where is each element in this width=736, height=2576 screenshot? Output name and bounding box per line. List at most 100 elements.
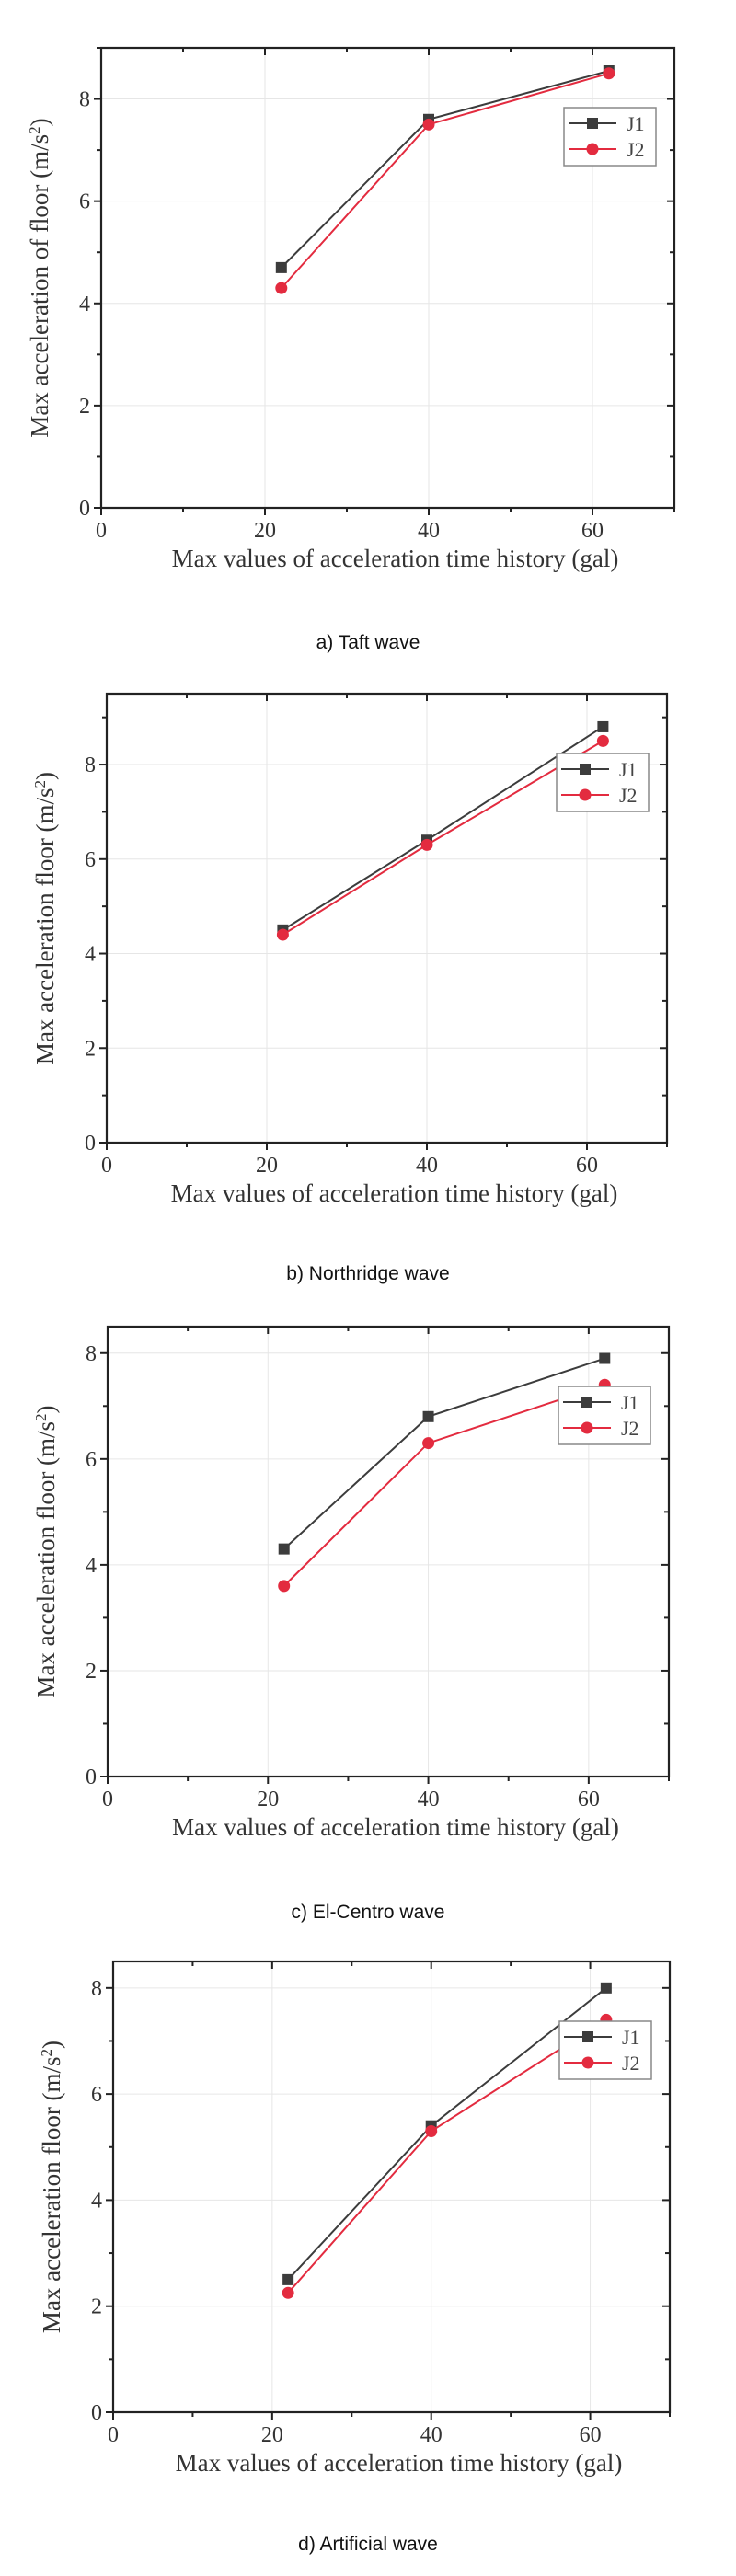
chart-panel-d: 0 20 40 60 0 2 4 6 8 Max values of acceleration t…: [38, 1960, 672, 2555]
x-tick-label: 60: [576, 1154, 598, 1178]
legend-label-j2: J2: [622, 2052, 640, 2075]
y-tick-label: 0: [91, 2401, 102, 2425]
x-tick-label: 0: [108, 2423, 119, 2447]
legend-marker-j2: [586, 143, 599, 155]
y-tick-label: 2: [79, 395, 90, 419]
legend-label-j1: J1: [619, 758, 638, 781]
legend-box: [563, 107, 657, 167]
data-point-j1: [597, 720, 609, 732]
y-axis-label: Max acceleration floor (m/s2): [32, 1405, 61, 1697]
legend-label-j2: J2: [621, 1417, 639, 1440]
series-line-j2: [287, 2018, 607, 2294]
legend-label-j2: J2: [627, 138, 645, 161]
y-axis-label: Max acceleration floor (m/s2): [38, 2041, 66, 2333]
series-line-j1: [281, 70, 610, 269]
data-point-j1: [600, 1982, 612, 1994]
x-tick-label: 20: [254, 519, 276, 543]
y-tick-label: 8: [91, 1977, 102, 2001]
plot-frame: [99, 46, 676, 510]
y-tick-label: 8: [79, 88, 90, 112]
legend-marker-j2: [581, 1421, 593, 1434]
x-axis-label: Max values of acceleration time history …: [172, 1813, 619, 1841]
y-tick-label: 0: [86, 1765, 97, 1789]
y-axis-label: Max acceleration of floor (m/s2): [26, 118, 54, 437]
y-tick-label: 4: [79, 293, 90, 316]
x-tick-label: 0: [96, 519, 107, 543]
legend-box: [558, 1386, 651, 1445]
y-tick-label: 4: [91, 2189, 102, 2213]
x-tick-label: 20: [261, 2423, 283, 2447]
series-line-j1: [282, 726, 604, 931]
figure-caption: c) El-Centro wave: [292, 1902, 445, 1923]
series-line-j2: [281, 72, 610, 289]
x-axis-label: Max values of acceleration time history …: [176, 2449, 623, 2477]
x-tick-label: 40: [418, 519, 440, 543]
legend-label-j1: J1: [621, 1391, 639, 1414]
legend-label-j1: J1: [627, 112, 645, 135]
figure-caption: b) Northridge wave: [286, 1263, 449, 1284]
x-tick-label: 20: [257, 1788, 279, 1811]
legend-label-j2: J2: [619, 784, 638, 807]
y-tick-label: 2: [86, 1660, 97, 1684]
y-tick-label: 4: [85, 943, 96, 967]
plot-frame: [111, 1960, 672, 2414]
y-tick-label: 4: [86, 1554, 97, 1578]
y-tick-label: 8: [86, 1342, 97, 1366]
y-tick-label: 6: [79, 190, 90, 214]
y-tick-label: 6: [86, 1448, 97, 1472]
chart-panel-a: 0 20 40 60 0 2 4 6 8 Max values of acceleration t…: [26, 46, 676, 653]
y-tick-label: 2: [85, 1037, 96, 1061]
legend-marker-j1: [581, 1397, 592, 1408]
x-tick-label: 40: [416, 1154, 438, 1178]
data-point-j2: [278, 1580, 291, 1593]
data-point-j2: [425, 2124, 438, 2137]
chart-panel-b: 0 20 40 60 0 2 4 6 8 Max values of acceleration t…: [31, 692, 669, 1284]
x-tick-label: 0: [101, 1154, 112, 1178]
data-point-j1: [278, 1543, 290, 1555]
data-point-j2: [422, 1437, 435, 1450]
x-tick-label: 40: [420, 2423, 443, 2447]
data-point-j1: [282, 2273, 294, 2285]
legend-box: [558, 2020, 652, 2080]
x-tick-label: 20: [256, 1154, 278, 1178]
x-tick-label: 40: [418, 1788, 440, 1811]
y-tick-label: 2: [91, 2295, 102, 2319]
legend-marker-j1: [587, 118, 598, 129]
figure-caption: d) Artificial wave: [298, 2534, 438, 2555]
x-tick-label: 0: [102, 1788, 113, 1811]
legend-marker-j1: [582, 2031, 593, 2042]
data-point-j1: [275, 261, 287, 273]
data-point-j2: [282, 2286, 294, 2299]
x-tick-label: 60: [578, 1788, 600, 1811]
y-tick-label: 6: [91, 2083, 102, 2107]
data-point-j1: [422, 1410, 434, 1422]
plot-frame: [105, 692, 669, 1144]
y-axis-label: Max acceleration floor (m/s2): [31, 772, 60, 1064]
legend-label-j1: J1: [622, 2026, 640, 2049]
series-line-j1: [287, 1987, 607, 2281]
data-point-j2: [603, 67, 615, 80]
figure-caption: a) Taft wave: [316, 632, 420, 653]
y-tick-label: 6: [85, 848, 96, 872]
series-line-j1: [283, 1357, 605, 1550]
data-point-j2: [275, 282, 288, 294]
data-point-j2: [596, 734, 609, 747]
y-tick-label: 0: [85, 1132, 96, 1156]
plot-frame: [106, 1325, 671, 1778]
x-axis-label: Max values of acceleration time history …: [171, 1179, 618, 1207]
y-tick-label: 0: [79, 497, 90, 521]
series-line-j2: [283, 1384, 605, 1587]
data-point-j2: [420, 838, 433, 851]
legend-box: [556, 753, 650, 812]
chart-panel-c: 0 20 40 60 0 2 4 6 8 Max values of acceleration t…: [32, 1325, 671, 1923]
legend-marker-j1: [580, 764, 591, 775]
x-tick-label: 60: [581, 519, 604, 543]
x-axis-label: Max values of acceleration time history …: [172, 545, 619, 572]
data-point-j1: [599, 1352, 611, 1364]
y-tick-label: 8: [85, 753, 96, 777]
